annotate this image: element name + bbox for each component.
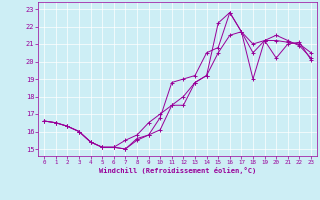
X-axis label: Windchill (Refroidissement éolien,°C): Windchill (Refroidissement éolien,°C) [99, 167, 256, 174]
